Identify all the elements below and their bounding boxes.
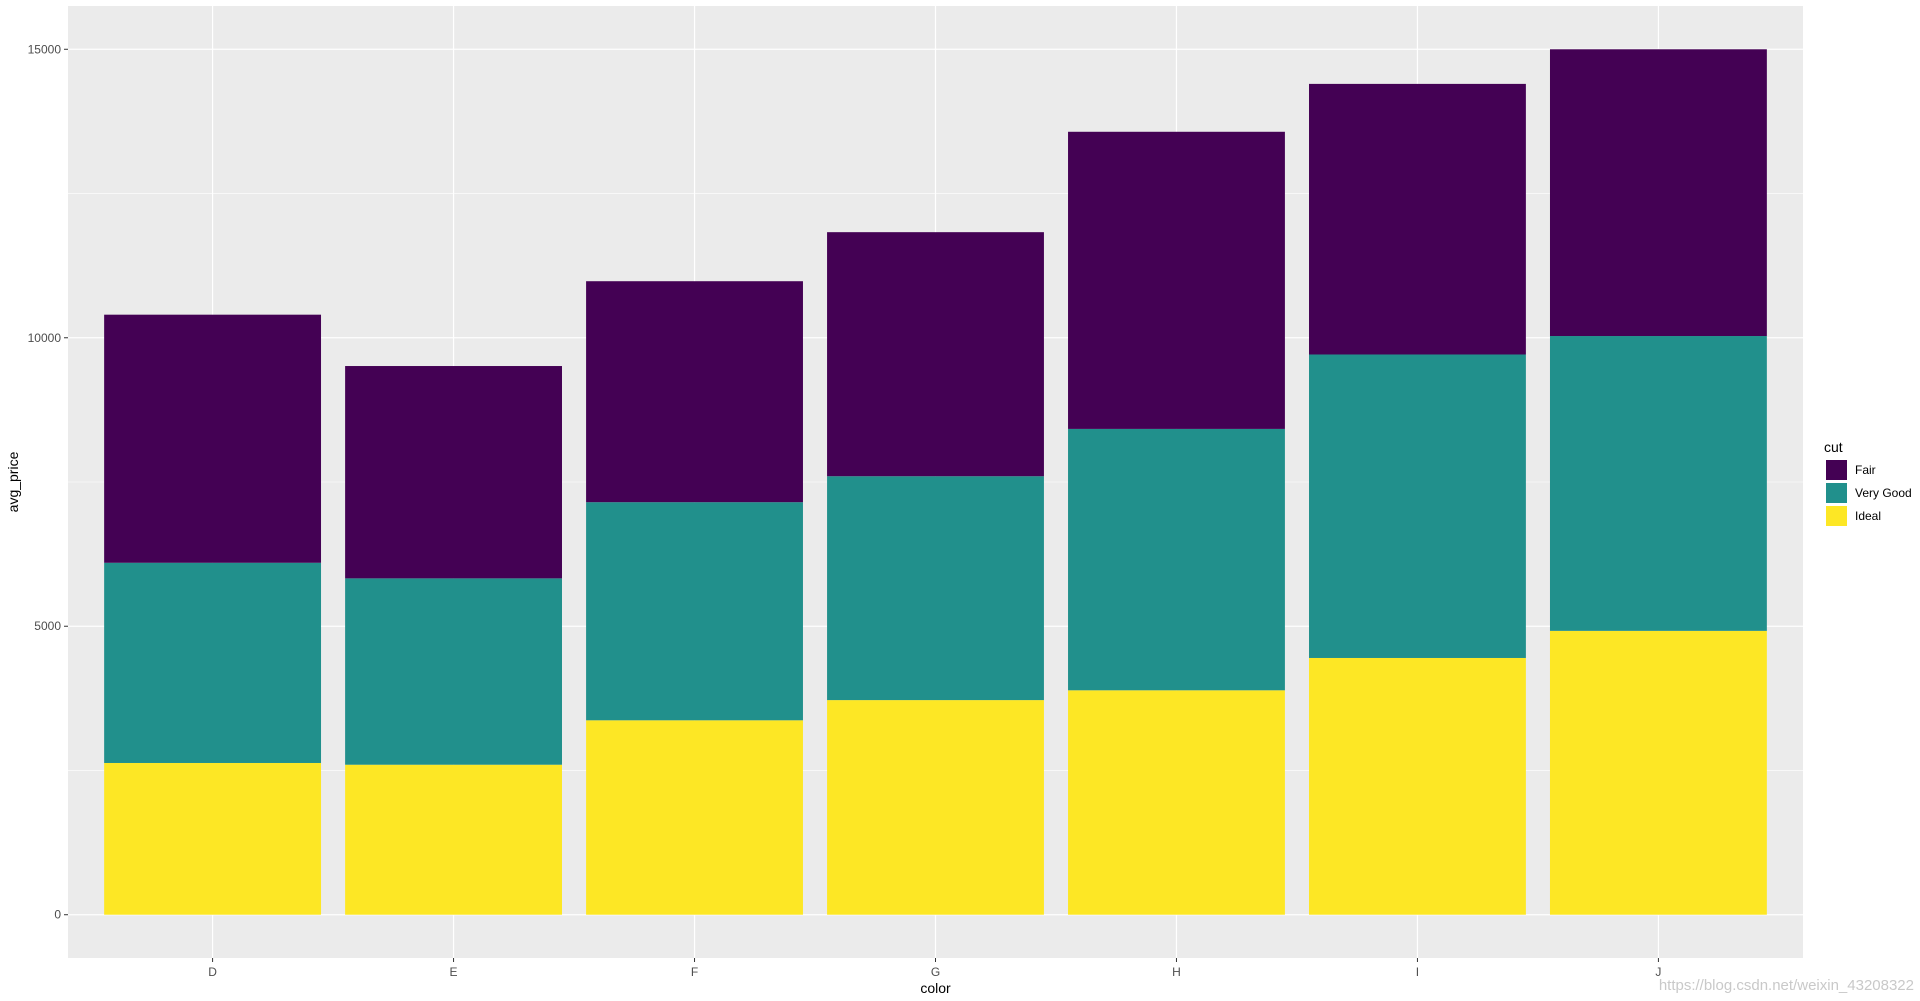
x-tick-label: F (691, 965, 698, 979)
bar-segment (1549, 630, 1767, 915)
legend-label: Fair (1855, 463, 1876, 477)
y-axis-title: avg_price (5, 451, 21, 512)
bar-segment (1068, 131, 1285, 429)
legend-key (1826, 460, 1847, 480)
axes: 0 5000 10000 15000 D E F G H I J (28, 42, 1662, 979)
x-tick-label: E (450, 965, 458, 979)
y-tick-label: 10000 (28, 331, 62, 345)
bar-segment (586, 502, 803, 721)
legend-label: Very Good (1855, 486, 1912, 500)
y-tick-label: 0 (54, 908, 61, 922)
bar-segment (104, 562, 322, 763)
bar-segment (827, 476, 1044, 701)
bars (104, 49, 1767, 915)
x-tick-label: D (208, 965, 217, 979)
x-tick-label: G (931, 965, 940, 979)
bar-segment (104, 314, 322, 563)
bar-segment (345, 578, 562, 765)
bar-segment (586, 281, 803, 503)
legend-key (1826, 506, 1847, 526)
legend-title: cut (1824, 439, 1843, 455)
bar-segment (345, 366, 562, 579)
y-tick-label: 5000 (34, 619, 61, 633)
bar-segment (827, 700, 1044, 915)
bar-segment (1309, 83, 1526, 355)
bar-segment (827, 232, 1044, 477)
legend-key (1826, 483, 1847, 503)
x-tick-label: I (1416, 965, 1419, 979)
bar-segment (586, 720, 803, 915)
x-tick-label: H (1172, 965, 1181, 979)
watermark: https://blog.csdn.net/weixin_43208322 (1659, 977, 1914, 994)
bar-segment (1309, 657, 1526, 915)
x-axis-title: color (920, 980, 951, 996)
x-tick-label: J (1655, 965, 1661, 979)
bar-segment (1068, 690, 1285, 915)
bar-segment (345, 764, 562, 915)
legend-label: Ideal (1855, 509, 1881, 523)
bar-segment (104, 762, 322, 915)
bar-segment (1549, 336, 1767, 631)
bar-segment (1549, 49, 1767, 337)
bar-segment (1309, 354, 1526, 658)
legend: cut Fair Very Good Ideal (1824, 439, 1912, 526)
bar-segment (1068, 428, 1285, 691)
y-tick-label: 15000 (28, 42, 62, 56)
